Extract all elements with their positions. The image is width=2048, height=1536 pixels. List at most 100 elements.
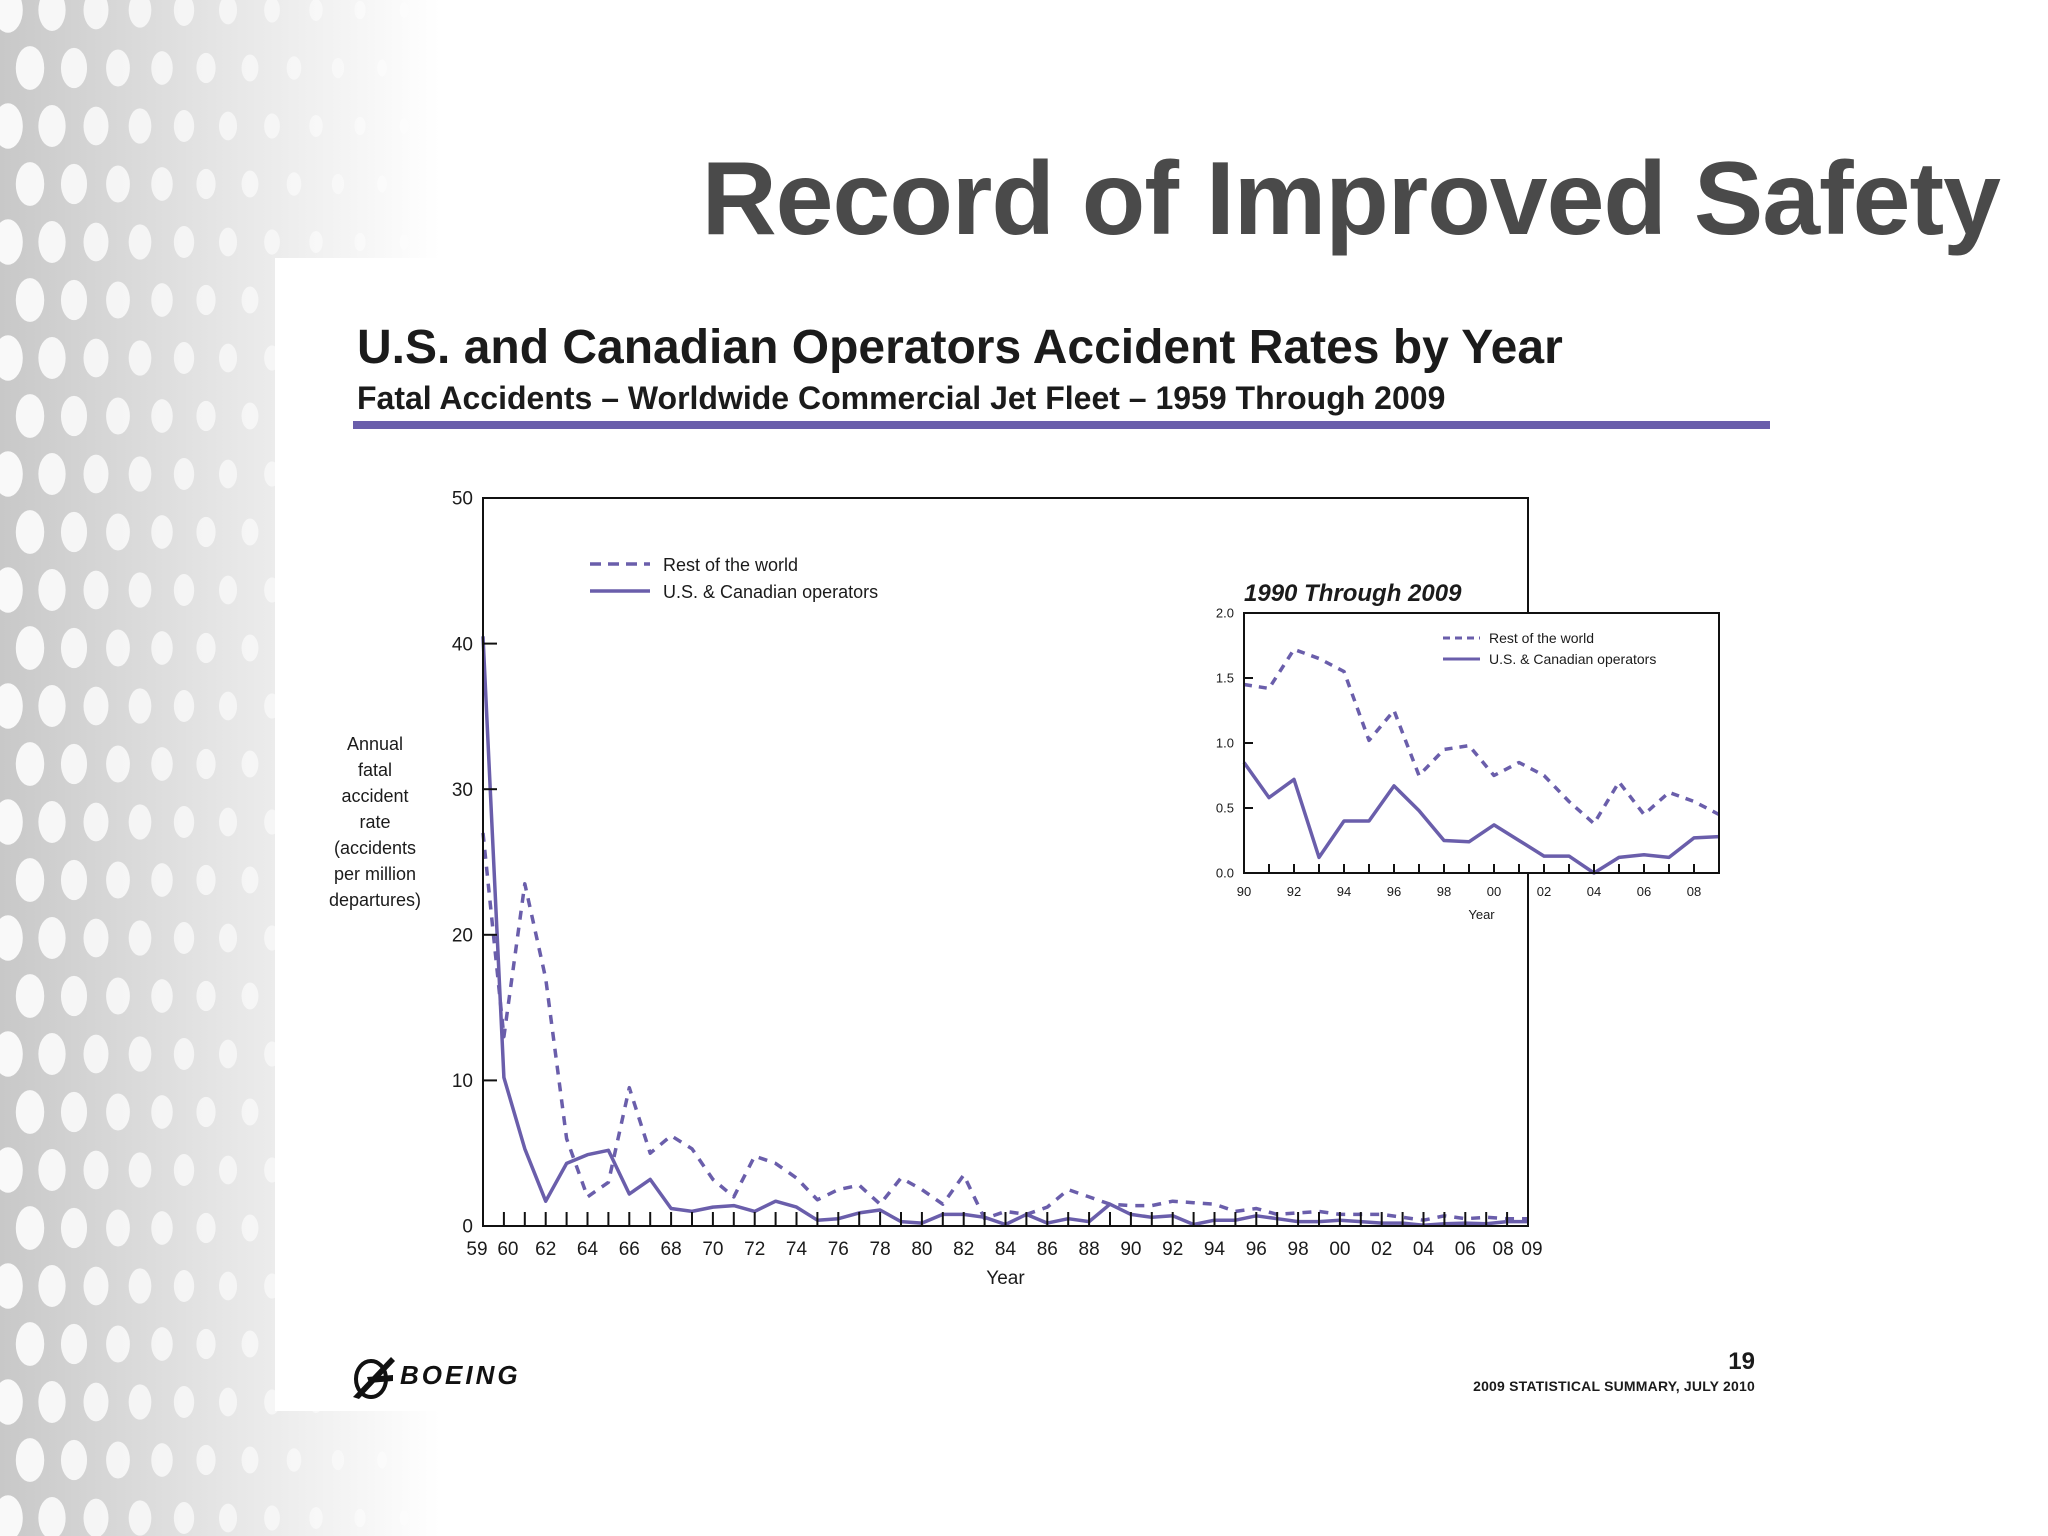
background-dot: [241, 54, 259, 82]
background-dot: [60, 975, 88, 1017]
background-dot: [241, 1330, 259, 1358]
background-dot: [60, 1091, 88, 1133]
background-dot: [83, 686, 109, 726]
inset-y-tick-label: 1.0: [1216, 736, 1234, 751]
background-dot: [264, 0, 280, 23]
background-dot: [241, 866, 259, 894]
background-dot: [83, 1498, 109, 1536]
background-dot: [173, 458, 195, 490]
background-dot: [60, 1439, 88, 1481]
main-x-tick-label: 90: [1120, 1239, 1141, 1260]
background-dot: [38, 0, 66, 32]
background-dot: [196, 748, 216, 780]
inset-x-tick-label: 96: [1387, 884, 1401, 899]
background-dot: [106, 165, 130, 203]
main-y-tick-label: 30: [452, 780, 473, 801]
main-y-axis-label-line: rate: [359, 812, 390, 832]
background-dot: [151, 1211, 173, 1245]
background-dot: [60, 511, 88, 553]
background-dot: [241, 1446, 259, 1474]
background-dot: [15, 974, 45, 1018]
main-x-tick-label: 68: [661, 1239, 682, 1260]
background-dot: [151, 167, 173, 201]
background-dot: [377, 175, 387, 193]
main-y-axis-label-line: (accidents: [334, 838, 416, 858]
main-y-tick-label: 20: [452, 925, 473, 946]
background-dot: [60, 47, 88, 89]
background-dot: [0, 915, 23, 961]
background-dot: [331, 173, 345, 195]
background-dot: [128, 1384, 152, 1420]
background-dot: [399, 2, 409, 18]
background-dot: [106, 1209, 130, 1247]
background-dot: [128, 456, 152, 492]
background-dot: [173, 574, 195, 606]
inset-x-tick-label: 02: [1537, 884, 1551, 899]
main-x-tick-label: 74: [786, 1239, 808, 1260]
background-dot: [83, 222, 109, 262]
inset-x-tick-label: 04: [1587, 884, 1601, 899]
background-dot: [151, 1327, 173, 1361]
background-dot: [15, 278, 45, 322]
background-dot: [196, 864, 216, 896]
background-dot: [0, 103, 23, 149]
inset-y-tick-label: 0.5: [1216, 801, 1234, 816]
background-dot: [106, 745, 130, 783]
background-dot: [218, 1155, 238, 1185]
background-dot: [286, 172, 302, 196]
background-dot: [331, 57, 345, 79]
inset-x-tick-label: 08: [1687, 884, 1701, 899]
background-dot: [106, 397, 130, 435]
background-dot: [151, 399, 173, 433]
inset-title: 1990 Through 2009: [1244, 580, 1462, 607]
slide-title: Record of Improved Safety: [701, 141, 2001, 257]
background-dot: [309, 115, 323, 137]
background-dot: [196, 168, 216, 200]
background-dot: [15, 858, 45, 902]
background-dot: [218, 0, 238, 25]
background-dot: [196, 516, 216, 548]
main-x-tick-label: 80: [911, 1239, 932, 1260]
background-dot: [128, 688, 152, 724]
background-dot: [331, 1449, 345, 1471]
background-dot: [286, 56, 302, 80]
main-legend-label: U.S. & Canadian operators: [663, 582, 878, 602]
main-x-tick-label: 72: [744, 1239, 765, 1260]
background-dot: [354, 1508, 366, 1528]
background-dot: [38, 916, 66, 960]
panel-title: U.S. and Canadian Operators Accident Rat…: [357, 321, 1563, 374]
background-dot: [128, 804, 152, 840]
background-dot: [264, 113, 280, 139]
main-series-rest-of-world-line: [481, 832, 1528, 1222]
background-dot: [241, 518, 259, 546]
background-dot: [15, 1206, 45, 1250]
background-dot: [309, 0, 323, 21]
panel-subtitle: Fatal Accidents – Worldwide Commercial J…: [357, 380, 1446, 416]
inset-y-tick-label: 1.5: [1216, 671, 1234, 686]
background-dot: [38, 800, 66, 844]
background-dot: [399, 1510, 409, 1526]
background-dot: [173, 922, 195, 954]
background-dot: [0, 0, 23, 33]
background-dot: [218, 111, 238, 141]
background-dot: [218, 1503, 238, 1533]
background-dot: [128, 1036, 152, 1072]
background-dot: [151, 631, 173, 665]
background-dot: [106, 1093, 130, 1131]
background-dot: [173, 226, 195, 258]
background-dot: [38, 452, 66, 496]
background-dot: [83, 0, 109, 30]
background-dot: [173, 1502, 195, 1534]
background-dot: [38, 220, 66, 264]
inset-series-us-canadian-line: [1242, 761, 1720, 875]
background-dot: [218, 343, 238, 373]
inset-y-tick-label: 0.0: [1216, 866, 1234, 881]
main-x-tick-label: 88: [1079, 1239, 1100, 1260]
background-dot: [83, 802, 109, 842]
background-dot: [173, 1270, 195, 1302]
background-dot: [15, 742, 45, 786]
main-x-tick-label: 92: [1162, 1239, 1183, 1260]
chart-panel: U.S. and Canadian Operators Accident Rat…: [275, 258, 1780, 1411]
background-dot: [15, 1322, 45, 1366]
background-dot: [106, 629, 130, 667]
